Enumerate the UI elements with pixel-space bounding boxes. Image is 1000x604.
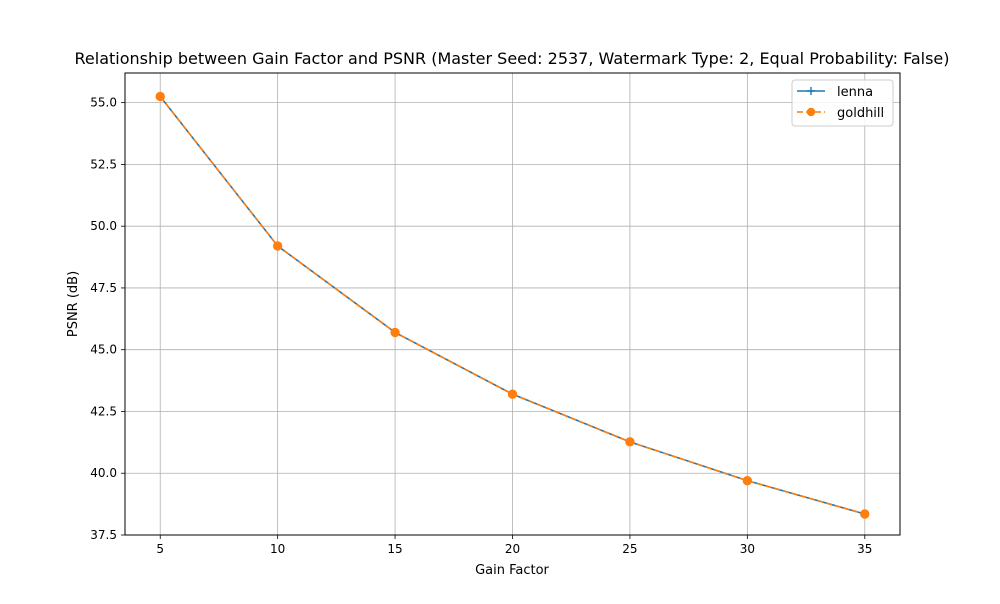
data-point xyxy=(742,475,753,486)
y-tick-label: 47.5 xyxy=(90,281,117,295)
x-tick-label: 35 xyxy=(857,542,872,556)
legend-item-goldhill: goldhill xyxy=(797,106,884,121)
y-tick-layer: 37.5 40.0 42.5 45.0 47.5 50.0 52.5 55.0 xyxy=(90,96,125,542)
legend-items: lenna goldhill xyxy=(797,85,884,121)
y-tick-label: 40.0 xyxy=(90,466,117,480)
x-tick-layer: 5 10 15 20 25 30 35 xyxy=(156,535,872,556)
y-axis-label: PSNR (dB) xyxy=(66,271,81,337)
data-point xyxy=(272,241,283,251)
y-tick-label: 50.0 xyxy=(90,219,117,233)
data-point xyxy=(625,437,635,447)
legend-item-lenna: lenna xyxy=(797,85,873,100)
chart-title: Relationship between Gain Factor and PSN… xyxy=(75,49,950,68)
x-axis-label: Gain Factor xyxy=(475,563,549,578)
data-point xyxy=(860,509,870,519)
data-point xyxy=(507,389,518,399)
series-layer xyxy=(155,91,870,519)
data-point xyxy=(390,327,400,338)
y-tick-label: 52.5 xyxy=(90,157,117,171)
y-tick-label: 37.5 xyxy=(90,528,117,542)
x-tick-label: 30 xyxy=(740,542,755,556)
legend-marker xyxy=(807,87,815,95)
x-tick-label: 15 xyxy=(387,542,402,556)
x-tick-label: 20 xyxy=(505,542,520,556)
y-tick-label: 45.0 xyxy=(90,343,117,357)
x-tick-label: 5 xyxy=(156,542,164,556)
legend: lenna goldhill xyxy=(791,79,894,127)
legend-label: lenna xyxy=(837,85,873,100)
x-tick-label: 10 xyxy=(270,542,285,556)
series-goldhill xyxy=(155,91,870,519)
y-tick-label: 42.5 xyxy=(90,404,117,418)
x-tick-label: 25 xyxy=(622,542,637,556)
y-tick-label: 55.0 xyxy=(90,96,117,110)
legend-marker xyxy=(806,107,816,117)
data-point xyxy=(155,91,165,102)
legend-label: goldhill xyxy=(837,106,884,121)
